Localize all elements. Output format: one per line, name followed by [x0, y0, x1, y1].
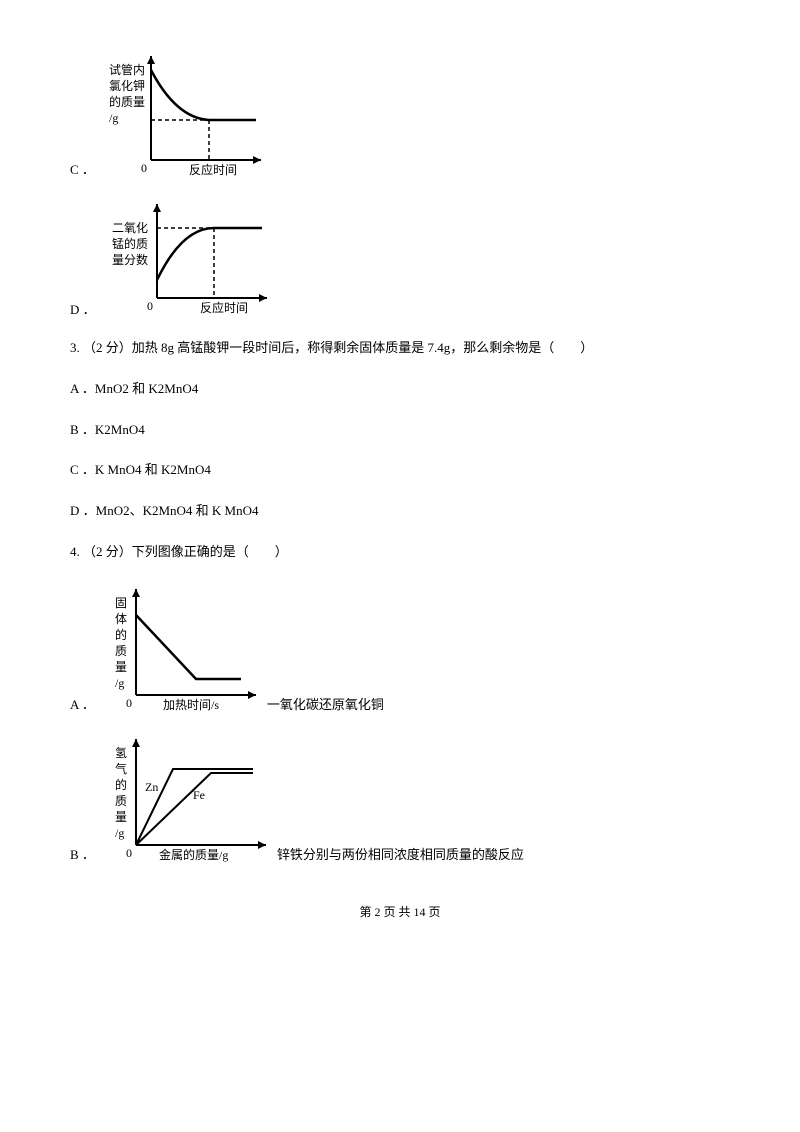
q4-option-a-row: A ． 固 体 的 质 量 /g 0 加热时间/s 一氧化碳还原氧化铜: [70, 583, 730, 713]
y-label-0: 试管内: [109, 62, 145, 77]
y-axis-arrow: [132, 739, 140, 747]
x-axis-arrow: [259, 294, 267, 302]
q3-option-d: D ．MnO2、K2MnO4 和 K MnO4: [70, 501, 730, 522]
q3-option-c: C ．K MnO4 和 K2MnO4: [70, 460, 730, 481]
y-label-2: 量分数: [112, 252, 148, 267]
q2-option-c-row: C ． 试管内 氯化钾 的质量 /g 0 反应时间: [70, 48, 730, 178]
x-axis-arrow: [258, 841, 266, 849]
x-axis-arrow: [253, 156, 261, 164]
xlabel: 加热时间/s: [163, 698, 219, 712]
origin-label: 0: [141, 161, 147, 175]
zn-label: Zn: [145, 780, 158, 794]
yl3: 质: [115, 644, 127, 658]
yl3: 质: [115, 794, 127, 808]
page-footer: 第 2 页 共 14 页: [70, 903, 730, 920]
q2-option-d-row: D ． 二氧化 锰的质 量分数 0 反应时间: [70, 198, 730, 318]
q3-stem: 3. （2 分）加热 8g 高锰酸钾一段时间后，称得剩余固体质量是 7.4g，那…: [70, 338, 730, 359]
y-axis-arrow: [132, 589, 140, 597]
origin: 0: [126, 696, 132, 710]
y-label-3: /g: [109, 111, 118, 125]
q2-graph-c: 试管内 氯化钾 的质量 /g 0 反应时间: [101, 48, 266, 178]
y-axis-arrow: [153, 204, 161, 212]
q4-stem: 4. （2 分）下列图像正确的是（ ）: [70, 542, 730, 563]
option-4a-label: A ．: [70, 694, 95, 713]
y-label-2: 的质量: [109, 94, 145, 109]
yl4: 量: [115, 660, 127, 674]
yl2: 的: [115, 627, 127, 642]
curve: [157, 228, 262, 280]
option-d-label: D ．: [70, 299, 96, 318]
q4b-after-text: 锌铁分别与两份相同浓度相同质量的酸反应: [277, 844, 524, 863]
yl2: 的: [115, 777, 127, 792]
option-c-label: C ．: [70, 159, 95, 178]
origin-label: 0: [147, 299, 153, 313]
q4-option-b-row: B ． 氢 气 的 质 量 /g 0 金属的质量/g Zn Fe 锌铁分别与两份…: [70, 733, 730, 863]
origin: 0: [126, 846, 132, 860]
y-label-1: 氯化钾: [109, 79, 145, 93]
fe-label: Fe: [193, 788, 205, 802]
y-label-1: 锰的质: [112, 236, 148, 251]
q4-graph-b: 氢 气 的 质 量 /g 0 金属的质量/g Zn Fe: [101, 733, 271, 863]
curve: [151, 70, 256, 120]
x-label: 反应时间: [189, 162, 237, 177]
q4a-after-text: 一氧化碳还原氧化铜: [267, 694, 384, 713]
y-axis-arrow: [147, 56, 155, 64]
yl1: 体: [115, 612, 127, 626]
xlabel: 金属的质量/g: [159, 847, 228, 862]
q3-option-b: B ．K2MnO4: [70, 420, 730, 441]
q3-option-a: A ．MnO2 和 K2MnO4: [70, 379, 730, 400]
x-axis-arrow: [248, 691, 256, 699]
yl1: 气: [115, 761, 127, 776]
yl0: 固: [115, 596, 127, 610]
q4-graph-a: 固 体 的 质 量 /g 0 加热时间/s: [101, 583, 261, 713]
x-label: 反应时间: [200, 300, 248, 315]
q2-graph-d: 二氧化 锰的质 量分数 0 反应时间: [102, 198, 272, 318]
yl5: /g: [115, 676, 124, 690]
curve: [136, 615, 241, 679]
y-label-0: 二氧化: [112, 221, 148, 235]
yl4: 量: [115, 810, 127, 824]
yl0: 氢: [115, 745, 127, 760]
option-4b-label: B ．: [70, 844, 95, 863]
yl5: /g: [115, 826, 124, 840]
